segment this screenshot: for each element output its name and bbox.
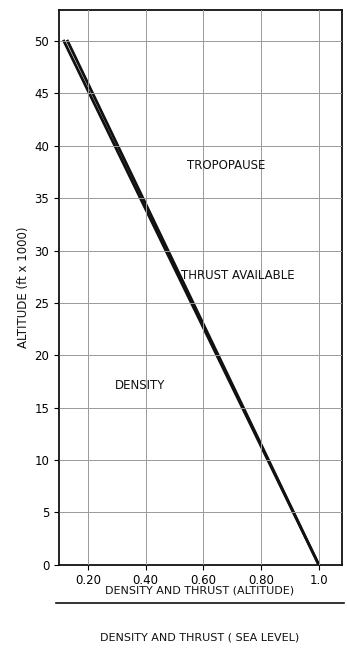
Text: DENSITY: DENSITY <box>115 379 165 392</box>
Text: THRUST AVAILABLE: THRUST AVAILABLE <box>181 269 295 282</box>
Text: TROPOPAUSE: TROPOPAUSE <box>187 159 265 172</box>
Y-axis label: ALTITUDE (ft x 1000): ALTITUDE (ft x 1000) <box>17 227 30 348</box>
Text: DENSITY AND THRUST ( SEA LEVEL): DENSITY AND THRUST ( SEA LEVEL) <box>100 633 299 643</box>
Text: DENSITY AND THRUST (ALTITUDE): DENSITY AND THRUST (ALTITUDE) <box>105 585 294 595</box>
